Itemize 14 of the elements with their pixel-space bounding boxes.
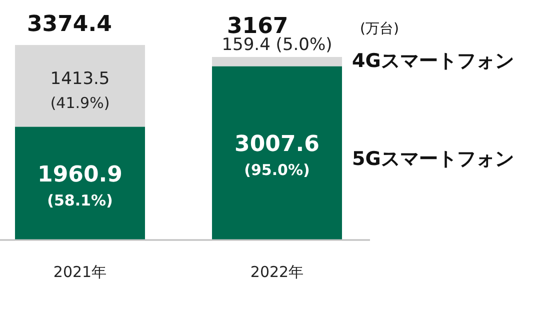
x-tick-label: 2022年 [250, 263, 304, 281]
data-label: 159.4 (5.0%) [222, 34, 332, 55]
bar [15, 126, 145, 240]
text: (万台) [360, 21, 399, 37]
x-tick-label: 2021年 [53, 263, 107, 281]
bar [15, 45, 145, 127]
bar [212, 56, 342, 66]
bar [212, 66, 342, 240]
data-label: 1413.5 (41.9%) [50, 68, 110, 112]
series-label: 4Gスマートフォン [352, 50, 514, 72]
data-label: 1960.9 (58.1%) [38, 162, 122, 210]
data-label: 3007.6 (95.0%) [234, 132, 320, 180]
series-label: 5Gスマートフォン [352, 148, 514, 170]
total-label: 3374.4 [27, 12, 112, 37]
